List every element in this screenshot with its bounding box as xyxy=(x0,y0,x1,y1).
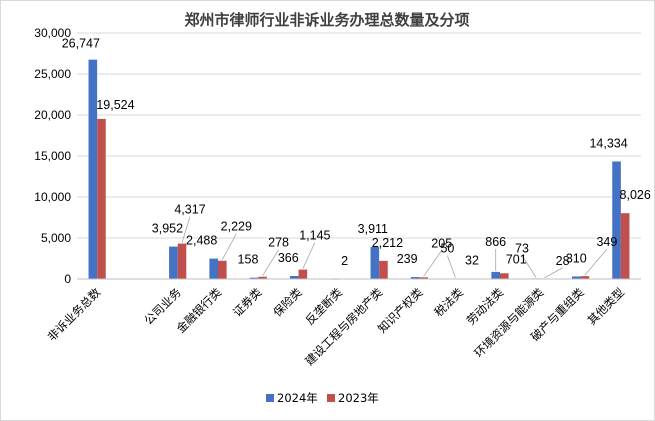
leader-line xyxy=(302,242,316,269)
y-tick-label: 20,000 xyxy=(34,108,71,122)
bar-2024 xyxy=(209,258,218,279)
bar-2024 xyxy=(370,246,380,279)
leader-lines xyxy=(181,216,608,279)
data-label: 3,911 xyxy=(358,222,388,236)
data-label: 3,952 xyxy=(152,222,183,236)
data-label: 2 xyxy=(341,254,348,268)
data-label: 4,317 xyxy=(174,203,205,217)
gridlines xyxy=(77,32,641,280)
data-label: 32 xyxy=(465,254,479,268)
bar-2023 xyxy=(379,260,388,279)
leader-line xyxy=(544,267,563,279)
x-tick-label: 保险类 xyxy=(270,285,305,320)
x-tick-label: 环境资源与能源类 xyxy=(471,285,546,360)
data-label: 2,488 xyxy=(186,234,217,248)
data-label: 205 xyxy=(431,236,452,250)
data-label: 14,334 xyxy=(589,136,627,150)
data-label: 2,212 xyxy=(372,236,403,250)
y-tick-label: 0 xyxy=(64,272,71,286)
data-label: 28 xyxy=(556,254,570,268)
bar-2024 xyxy=(571,276,581,279)
data-label: 26,747 xyxy=(62,37,100,51)
bar-2023 xyxy=(500,273,509,279)
legend-swatch-2023 xyxy=(327,394,335,402)
y-tick-label: 30,000 xyxy=(34,26,71,40)
data-label: 701 xyxy=(506,252,527,266)
data-label: 50 xyxy=(440,242,454,256)
leader-line xyxy=(521,255,537,278)
y-tick-label: 15,000 xyxy=(34,149,71,163)
data-label: 310 xyxy=(566,251,587,265)
x-tick-label: 建设工程与房地产类 xyxy=(302,285,385,368)
bar-2024 xyxy=(410,277,420,279)
y-axis: 0 5,000 10,000 15,000 20,000 25,000 30,000 xyxy=(34,26,71,286)
bar-2023 xyxy=(419,277,429,279)
y-tick-label: 25,000 xyxy=(34,67,71,81)
chart-title: 郑州市律师行业非诉业务办理总数量及分项 xyxy=(184,11,469,29)
x-tick-label: 税法类 xyxy=(432,285,467,320)
data-label: 866 xyxy=(485,235,506,249)
leader-line xyxy=(181,216,191,243)
bar-2024 xyxy=(169,246,178,279)
leader-line xyxy=(584,248,608,276)
legend: 2024年 2023年 xyxy=(266,391,379,405)
data-label: 278 xyxy=(268,236,289,250)
data-label: 73 xyxy=(515,241,529,255)
data-label: 349 xyxy=(596,235,617,249)
data-label: 2,229 xyxy=(221,220,252,234)
data-label: 366 xyxy=(278,251,299,265)
data-label: 239 xyxy=(397,252,418,266)
data-label: 19,524 xyxy=(96,98,134,112)
data-label: 8,026 xyxy=(620,188,651,202)
bar-2023 xyxy=(258,276,267,279)
bar-2023 xyxy=(97,118,106,279)
legend-label-2024: 2024年 xyxy=(277,391,318,405)
bar-2024 xyxy=(491,271,500,279)
bar-2023 xyxy=(218,260,227,279)
bar-2024 xyxy=(612,161,621,279)
bar-2023 xyxy=(580,276,590,279)
bar-2024 xyxy=(249,277,259,279)
x-axis: 非诉业务总数 公司业务金融银行类 证券类 保险类反垄断类建设工程与房地产类知识产权类税… xyxy=(45,278,641,368)
y-tick-label: 5,000 xyxy=(41,231,71,245)
leader-line xyxy=(447,255,456,278)
leader-line xyxy=(262,249,279,276)
bar-2024 xyxy=(289,275,299,279)
x-tick-label: 其他类型 xyxy=(585,285,627,327)
bar-2024 xyxy=(88,59,98,280)
bar-2023 xyxy=(298,269,308,279)
legend-label-2023: 2023年 xyxy=(338,391,379,405)
leader-line xyxy=(423,250,443,277)
x-tick-label: 证券类 xyxy=(230,285,265,320)
x-tick-label: 非诉业务总数 xyxy=(45,285,104,344)
legend-swatch-2024 xyxy=(266,394,274,402)
bar-2023 xyxy=(620,213,630,279)
data-label: 158 xyxy=(238,253,259,267)
leader-line xyxy=(221,233,237,260)
y-tick-label: 10,000 xyxy=(34,190,71,204)
bar-2023 xyxy=(177,243,187,279)
data-label: 1,145 xyxy=(299,229,330,243)
bars xyxy=(88,59,630,280)
